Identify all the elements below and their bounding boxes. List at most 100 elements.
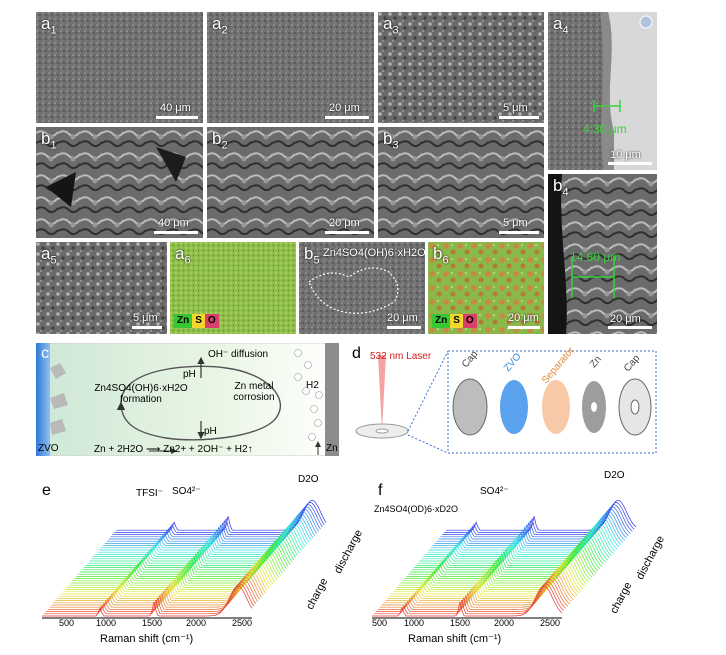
sem-panel-a1: a1 40 μm bbox=[36, 12, 203, 123]
peak-label-zn4so4: Zn4SO4(OD)6·xD2O bbox=[374, 504, 459, 514]
legend-zn: Zn bbox=[432, 314, 451, 328]
spectrum-trace bbox=[432, 515, 624, 546]
spectrum-trace bbox=[381, 574, 572, 606]
scale-bar bbox=[499, 231, 539, 234]
spectrum-trace bbox=[47, 579, 258, 610]
panel-d: d 532 nm Laser Cap ZVO Separator Zn Cap bbox=[350, 343, 660, 456]
sem-image bbox=[548, 174, 657, 334]
spectrum-trace bbox=[421, 528, 612, 560]
sem-panel-b5: b5 Zn4SO4(OH)6·xH2O 20 μm bbox=[299, 242, 425, 334]
scale-text: 20 μm bbox=[610, 313, 641, 325]
scale-bar bbox=[608, 326, 652, 329]
tick-2000: 2000 bbox=[494, 618, 515, 628]
scale-text: 40 μm bbox=[158, 217, 189, 229]
ph-up-label: pH bbox=[183, 369, 196, 380]
tick-1500: 1500 bbox=[142, 618, 163, 628]
tick-2500: 2500 bbox=[232, 618, 253, 628]
ph-down-label: pH bbox=[204, 426, 217, 437]
sem-panel-b6: b6 Zn S O 20 μm bbox=[428, 242, 544, 334]
legend-s: S bbox=[450, 314, 463, 328]
panel-label: b3 bbox=[383, 129, 399, 152]
thickness-text: 14.80 μm bbox=[570, 250, 621, 264]
tick-2000: 2000 bbox=[186, 618, 207, 628]
sem-image bbox=[548, 12, 657, 170]
sem-panel-a6: a6 Zn S O bbox=[170, 242, 296, 334]
reaction-equation: Zn + 2H2O ⟶ Zn2+ + 2OH⁻ + H2↑ bbox=[94, 444, 253, 455]
spectrum-trace bbox=[442, 504, 633, 535]
peak-label-so4: SO4²⁻ bbox=[480, 486, 509, 497]
formation-line2: formation bbox=[120, 394, 162, 405]
formation-line1: Zn4SO4(OH)6·xH2O bbox=[94, 383, 188, 394]
scale-text: 20 μm bbox=[329, 102, 360, 114]
h2-label: H2 bbox=[306, 380, 319, 391]
panel-label: a3 bbox=[383, 14, 399, 37]
spectrum-trace bbox=[434, 513, 625, 544]
panel-label: a4 bbox=[553, 14, 569, 37]
spectrum-trace bbox=[438, 508, 629, 540]
scale-bar bbox=[387, 326, 421, 329]
panel-label: b1 bbox=[41, 129, 57, 152]
scale-bar bbox=[325, 116, 369, 119]
scale-text: 20 μm bbox=[329, 217, 360, 229]
spectrum-trace bbox=[425, 524, 616, 555]
tick-500: 500 bbox=[59, 618, 75, 628]
panel-label: a2 bbox=[212, 14, 228, 37]
spectrum-trace bbox=[440, 506, 631, 538]
peak-label-d2o: D2O bbox=[298, 474, 319, 485]
spectrum-trace bbox=[429, 519, 620, 551]
panel-letter: c bbox=[41, 345, 49, 362]
spectrum-trace bbox=[402, 550, 593, 582]
spectrum-trace bbox=[389, 565, 580, 597]
thickness-marker bbox=[593, 100, 621, 112]
sem-image bbox=[378, 127, 544, 238]
tick-500: 500 bbox=[372, 618, 388, 628]
cell-schematic bbox=[355, 350, 657, 454]
corrosion-line2: corrosion bbox=[233, 392, 275, 403]
scale-text: 5 μm bbox=[503, 102, 528, 114]
legend-zn: Zn bbox=[174, 314, 193, 328]
sem-image bbox=[207, 127, 374, 238]
legend-o: O bbox=[204, 314, 219, 328]
sem-panel-a4: a4 4.30 μm 10 μm bbox=[548, 12, 657, 170]
thickness-marker bbox=[571, 256, 615, 298]
sem-image bbox=[36, 242, 167, 334]
spectrum-trace bbox=[385, 570, 576, 601]
spectrum-trace bbox=[410, 541, 601, 573]
zn-electrode-label: Zn bbox=[326, 443, 338, 454]
legend-s: S bbox=[192, 314, 205, 328]
corrosion-schematic bbox=[35, 342, 340, 457]
spectrum-trace bbox=[45, 581, 257, 612]
spectrum-trace bbox=[408, 543, 599, 575]
element-legend: Zn S O bbox=[432, 314, 477, 328]
scale-bar bbox=[508, 326, 540, 329]
raman-waterfall-f bbox=[372, 499, 637, 619]
spectrum-trace bbox=[406, 546, 597, 577]
spectrum-trace bbox=[373, 583, 565, 615]
raman-waterfall-e bbox=[42, 499, 327, 619]
scale-bar bbox=[608, 162, 652, 165]
legend-o: O bbox=[462, 314, 477, 328]
corrosion-label: Zn metal corrosion bbox=[224, 381, 284, 403]
spectrum-trace bbox=[423, 526, 614, 557]
peak-label-tfsi: TFSI⁻ bbox=[136, 488, 163, 499]
scale-text: 10 μm bbox=[610, 149, 641, 161]
tick-2500: 2500 bbox=[540, 618, 561, 628]
scale-bar bbox=[499, 116, 539, 119]
panel-label: a6 bbox=[175, 244, 191, 267]
spectrum-trace bbox=[392, 561, 584, 593]
tick-1000: 1000 bbox=[96, 618, 117, 628]
sem-panel-b3: b3 5 μm bbox=[378, 127, 544, 238]
scale-text: 5 μm bbox=[503, 217, 528, 229]
spectrum-trace bbox=[430, 517, 622, 549]
panel-e: e TFSI⁻ SO4²⁻ D2O charge discharge 500 1… bbox=[36, 470, 366, 650]
panel-label: a5 bbox=[41, 244, 57, 267]
spectrum-trace bbox=[413, 537, 605, 568]
panel-label: b5 bbox=[304, 244, 320, 267]
sem-panel-a3: a3 5 μm bbox=[378, 12, 544, 123]
formation-label: Zn4SO4(OH)6·xH2O formation bbox=[86, 383, 196, 405]
spectrum-trace bbox=[436, 510, 627, 542]
scale-text: 20 μm bbox=[387, 312, 418, 324]
sem-panel-b2: b2 20 μm bbox=[207, 127, 374, 238]
sem-image bbox=[207, 12, 374, 123]
peak-label-so4: SO4²⁻ bbox=[172, 486, 201, 497]
